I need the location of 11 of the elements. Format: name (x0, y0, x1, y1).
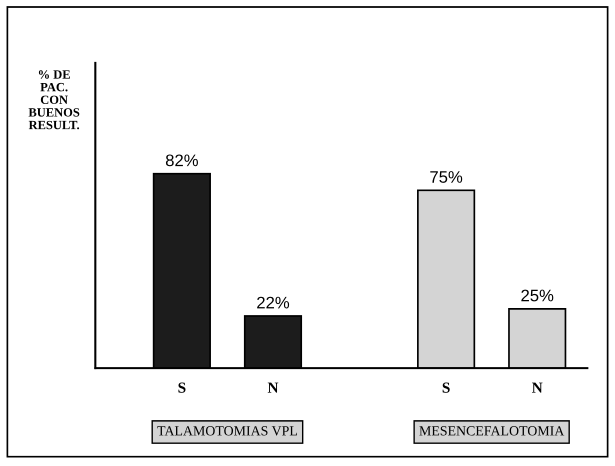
x-tick-label: N (268, 382, 278, 393)
data-label: 75% (430, 171, 462, 183)
x-tick-label: S (178, 382, 186, 393)
data-label: 22% (257, 296, 290, 308)
x-tick-label: S (442, 382, 450, 393)
y-axis-title: % DE PAC. CON BUENOS RESULT. (28, 70, 80, 130)
data-label: 25% (521, 290, 554, 302)
text: MESENCEFALOTOMIA (419, 426, 564, 436)
x-tick-label: N (532, 382, 543, 393)
data-label: 82% (166, 154, 198, 166)
text: TALAMOTOMIAS VPL (157, 426, 297, 436)
